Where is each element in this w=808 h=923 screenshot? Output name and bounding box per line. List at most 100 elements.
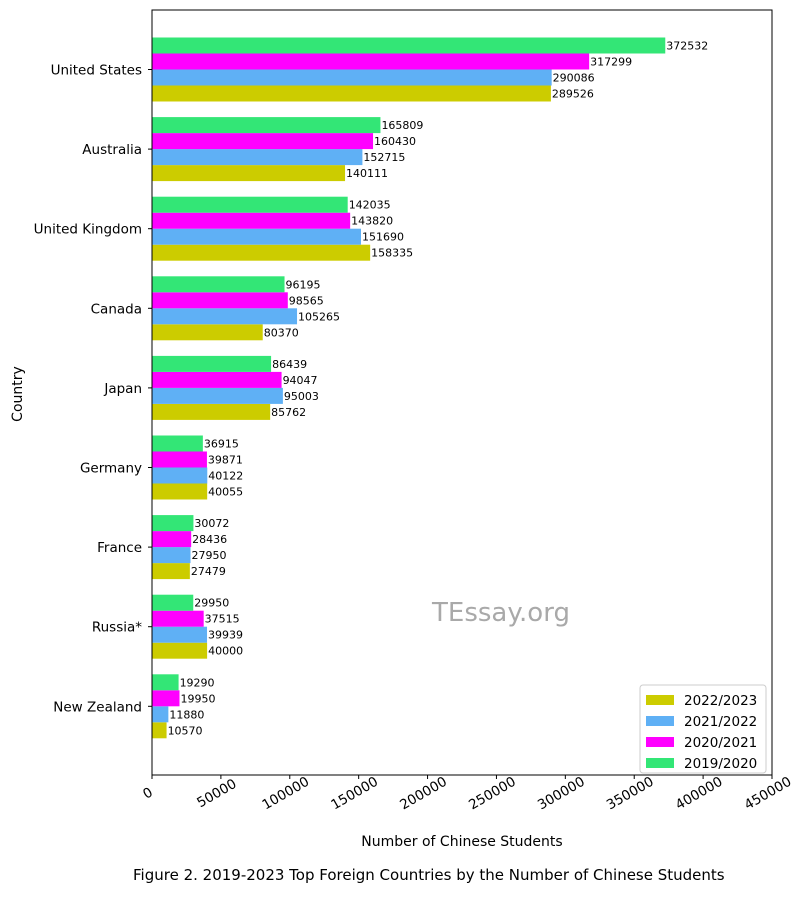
x-tick-label: 300000: [535, 774, 588, 814]
bar: [152, 165, 346, 182]
bar: [152, 117, 381, 134]
bar-value-label: 40055: [208, 486, 243, 499]
bar-value-label: 143820: [351, 215, 393, 228]
x-tick-label: 400000: [673, 774, 726, 814]
x-tick-label: 250000: [466, 774, 519, 814]
bar-value-label: 96195: [286, 278, 321, 291]
bar: [152, 451, 207, 468]
bar: [152, 690, 180, 707]
bar-value-label: 152715: [363, 151, 405, 164]
bar: [152, 515, 194, 532]
y-tick-label: Canada: [91, 301, 142, 317]
bar: [152, 706, 169, 723]
x-tick-label: 0: [140, 784, 155, 802]
bar: [152, 212, 351, 229]
bar-value-label: 11880: [169, 708, 204, 721]
bar: [152, 403, 271, 420]
bar-value-label: 151690: [362, 231, 404, 244]
bar: [152, 642, 208, 659]
bar: [152, 276, 285, 293]
bar: [152, 483, 208, 500]
bar: [152, 722, 167, 739]
bar-value-label: 37515: [205, 613, 240, 626]
legend-swatch: [646, 716, 674, 726]
bar-value-label: 140111: [346, 167, 388, 180]
y-tick-label: United States: [51, 63, 142, 79]
y-tick-label: France: [97, 540, 142, 556]
bar: [152, 547, 191, 564]
legend: 2022/2023 2021/2022 2020/2021 2019/2020: [639, 684, 767, 774]
legend-swatch: [646, 737, 674, 747]
bar: [152, 594, 194, 611]
bar-value-label: 160430: [374, 135, 416, 148]
bar-value-label: 40000: [208, 645, 243, 658]
bar: [152, 149, 363, 166]
bar: [152, 531, 192, 548]
legend-swatch: [646, 758, 674, 768]
bar: [152, 610, 204, 627]
bar: [152, 387, 283, 404]
bars-layer: [152, 37, 666, 739]
legend-swatch: [646, 695, 674, 705]
bar-value-label: 85762: [271, 406, 306, 419]
legend-entry-label: 2020/2021: [684, 735, 757, 751]
bar-value-label: 317299: [590, 56, 632, 69]
bar: [152, 371, 282, 388]
bar-value-label: 95003: [284, 390, 319, 403]
bar-value-label: 30072: [194, 517, 229, 530]
bar-value-label: 142035: [349, 199, 391, 212]
bar: [152, 324, 263, 341]
bar: [152, 563, 190, 580]
x-axis-label: Number of Chinese Students: [361, 834, 562, 850]
bar: [152, 69, 552, 86]
y-tick-label: Australia: [82, 142, 142, 158]
y-axis-ticks: United States Australia United Kingdom Can…: [34, 63, 152, 715]
bar-value-label: 10570: [168, 724, 203, 737]
bar-value-label: 86439: [272, 358, 307, 371]
bar-value-label: 19950: [180, 692, 215, 705]
bar-value-label: 27479: [191, 565, 226, 578]
bar-value-label: 40122: [208, 470, 243, 483]
bar: [152, 355, 272, 372]
bar: [152, 244, 371, 261]
bar-value-label: 98565: [289, 294, 324, 307]
x-tick-label: 450000: [742, 774, 795, 814]
x-axis-ticks: 0 50000 100000 150000 200000 250000 300000 3500…: [140, 774, 794, 814]
bar: [152, 133, 374, 150]
bar: [152, 53, 590, 70]
legend-entry-label: 2021/2022: [684, 714, 757, 730]
y-tick-label: United Kingdom: [34, 222, 142, 238]
bar-value-label: 36915: [204, 438, 239, 451]
x-tick-label: 200000: [397, 774, 450, 814]
bar-value-label: 19290: [180, 676, 215, 689]
bar-value-label: 39871: [208, 454, 243, 467]
bar: [152, 228, 361, 245]
figure-caption: Figure 2. 2019-2023 Top Foreign Countrie…: [133, 866, 725, 884]
plot-frame: [151, 9, 773, 776]
y-axis-label: Country: [10, 366, 26, 422]
bar-value-label: 372532: [666, 40, 708, 53]
value-labels-layer: 289526 290086 317299 372532 140111 152715 1604…: [168, 40, 709, 738]
bar: [152, 435, 203, 452]
bar-value-label: 28436: [192, 533, 227, 546]
bar-value-label: 80370: [264, 326, 299, 339]
bar-value-label: 39939: [208, 629, 243, 642]
bar-value-label: 27950: [192, 549, 227, 562]
bar-value-label: 289526: [552, 88, 594, 101]
bar-value-label: 165809: [381, 119, 423, 132]
bar: [152, 626, 208, 643]
y-tick-label: Germany: [80, 461, 142, 477]
bar-value-label: 105265: [298, 310, 340, 323]
bar-value-label: 290086: [553, 72, 595, 85]
bar-value-label: 158335: [371, 247, 413, 260]
bar: [152, 292, 288, 309]
x-tick-label: 50000: [194, 776, 239, 811]
bar: [152, 308, 298, 325]
legend-entry-label: 2019/2020: [684, 756, 757, 772]
bar: [152, 467, 208, 484]
bar: [152, 37, 666, 54]
legend-entry-label: 2022/2023: [684, 693, 757, 709]
bar: [152, 85, 551, 102]
y-tick-label: New Zealand: [53, 699, 142, 715]
